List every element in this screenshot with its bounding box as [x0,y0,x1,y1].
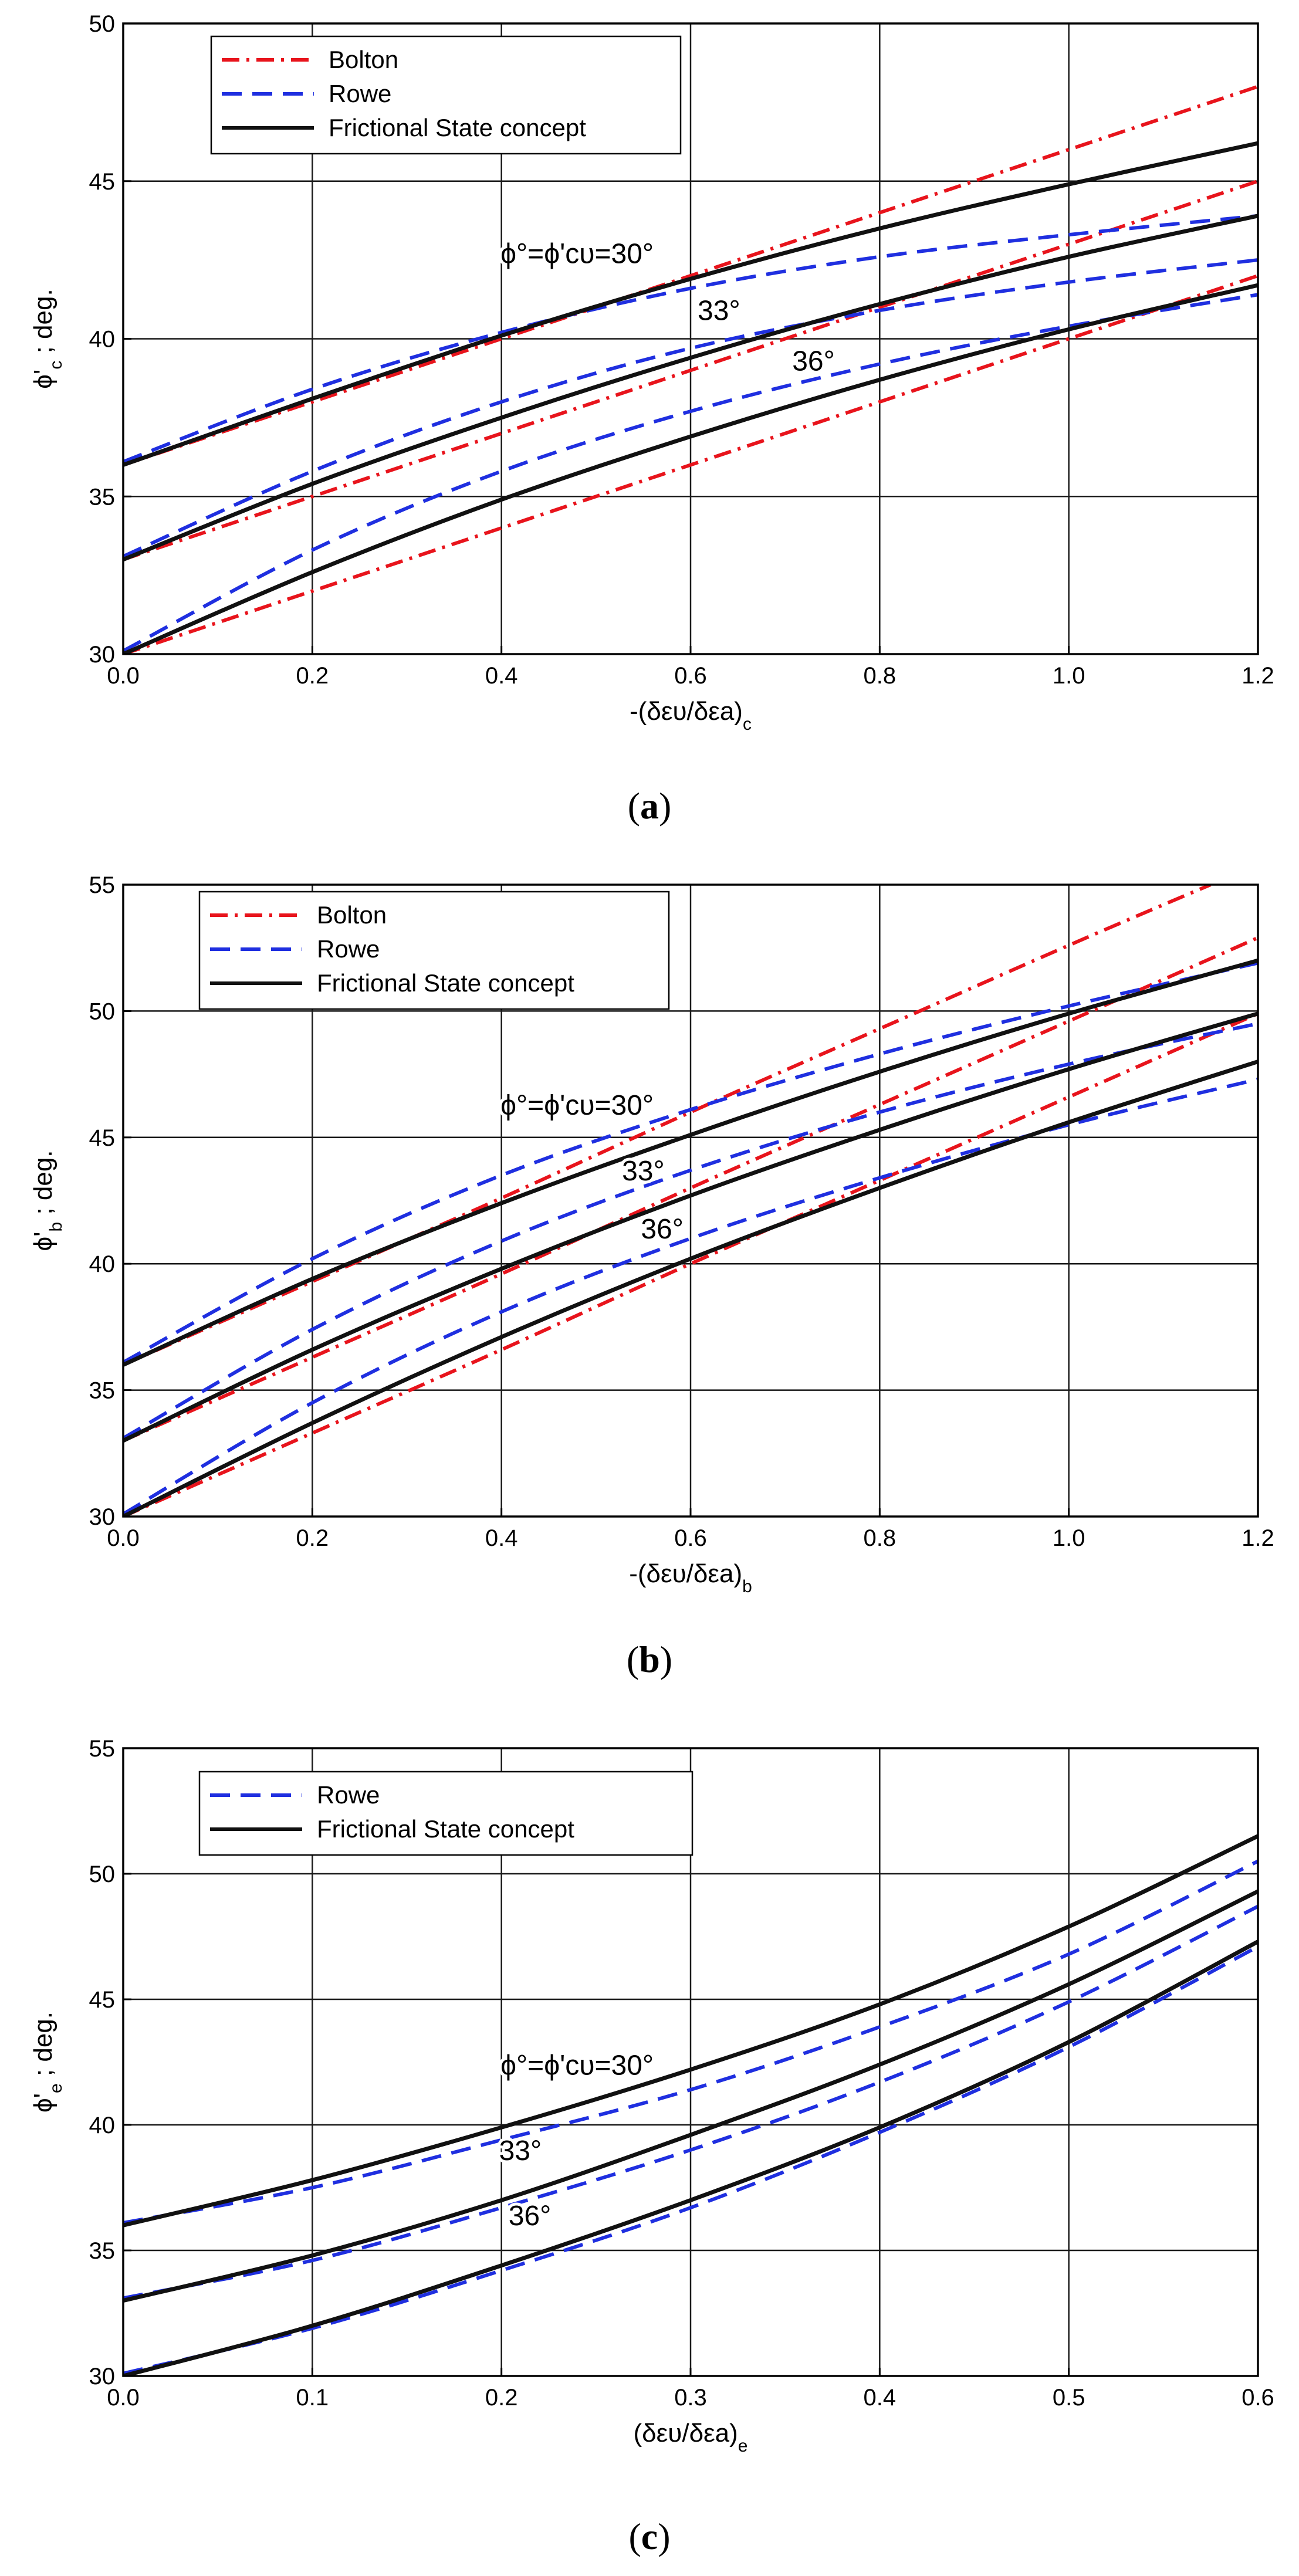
y-tick-label: 30 [89,2364,116,2389]
x-tick-label: 0.8 [864,1525,897,1551]
y-tick-label: 45 [89,1987,116,2013]
x-tick-label: 0.0 [107,663,140,689]
legend: Bolton Rowe Frictional State concept [198,891,670,1010]
x-tick-label: 0.4 [864,2385,897,2411]
curve-label-30deg: ϕ°=ϕ'cυ=30° [500,1090,654,1121]
x-tick-label: 0.1 [296,2385,329,2411]
series-line-frictional-state-concept-30deg [123,958,1258,1367]
series-line-rowe-36deg [123,1077,1258,1516]
series-line-frictional-state-concept-30deg [123,1834,1258,2228]
y-tick-label: 35 [89,1378,116,1404]
y-tick-label: 45 [89,1125,116,1151]
curve-label-33deg: 33° [499,2135,542,2167]
y-tick-label: 40 [89,1251,116,1277]
legend-label: Frictional State concept [317,969,574,997]
series-line-rowe-33deg [123,1021,1258,1440]
x-tick-label: 1.0 [1053,663,1085,689]
panel-caption: (c) [628,2516,670,2557]
y-tick-label: 40 [89,2113,116,2138]
series-line-frictional-state-concept-33deg [123,214,1258,562]
series-line-rowe-30deg [123,214,1258,463]
series-group [123,1834,1258,2376]
legend-label: Rowe [317,1781,380,1809]
x-tick-label: 0.4 [485,1525,518,1551]
chart-panel-b: 0.0 0.2 0.4 0.6 0.8 1.0 1.2 30 35 40 45 50 55 -(δευ/δ… [29,872,1274,1680]
series-group [123,885,1258,1517]
y-tick-label: 35 [89,2238,116,2264]
legend-label: Bolton [329,46,398,73]
y-tick-label: 50 [89,11,116,37]
curve-label-33deg: 33° [622,1156,665,1187]
chart-panel-c: 0.0 0.1 0.2 0.3 0.4 0.5 0.6 30 35 40 45 50 55 (δευ/δε… [29,1736,1274,2557]
legend-label: Frictional State concept [329,114,586,141]
series-line-rowe-33deg [123,258,1258,558]
legend: Rowe Frictional State concept [198,1771,694,1856]
legend-box [198,1771,694,1856]
x-tick-label: 0.5 [1053,2385,1085,2411]
x-tick-label: 1.0 [1053,1525,1085,1551]
series-line-rowe-36deg [123,1945,1258,2375]
y-tick-label: 55 [89,1736,116,1762]
x-axis-label: -(δευ/δεa)b [629,1559,752,1596]
panel-caption: (b) [627,1639,672,1680]
x-tick-label: 0.3 [674,2385,707,2411]
x-tick-label: 1.2 [1242,1525,1274,1551]
legend-label: Bolton [317,901,387,929]
curve-label-36deg: 36° [641,1214,684,1245]
x-axis-label: (δευ/δεa)e [634,2419,748,2456]
legend: Bolton Rowe Frictional State concept [210,35,682,155]
series-line-frictional-state-concept-30deg [123,141,1258,467]
curve-label-30deg: ϕ°=ϕ'cυ=30° [500,239,654,270]
y-tick-label: 50 [89,1861,116,1887]
y-tick-label: 55 [89,872,116,898]
x-axis-label: -(δευ/δεa)c [630,697,752,734]
y-axis-label: ϕ'b ; deg. [29,1150,66,1251]
y-tick-label: 35 [89,484,116,510]
y-axis-label: ϕ'c ; deg. [29,289,66,388]
series-line-bolton-30deg [123,84,1258,467]
series-group [123,84,1258,654]
series-line-rowe-30deg [123,961,1258,1364]
series-line-rowe-33deg [123,1904,1258,2300]
series-line-frictional-state-concept-33deg [123,1889,1258,2303]
y-tick-label: 30 [89,1504,116,1530]
series-line-rowe-36deg [123,293,1258,653]
legend-label: Rowe [329,80,391,107]
curve-label-36deg: 36° [792,346,835,377]
legend-label: Frictional State concept [317,1815,574,1843]
series-line-frictional-state-concept-36deg [123,1059,1258,1517]
x-tick-label: 0.8 [864,663,897,689]
series-line-bolton-36deg [123,274,1258,654]
panel-caption: (a) [628,785,672,827]
x-tick-label: 0.0 [107,2385,140,2411]
curve-label-33deg: 33° [698,295,740,326]
x-tick-label: 0.6 [674,1525,707,1551]
x-tick-label: 0.2 [296,663,329,689]
series-line-rowe-30deg [123,1859,1258,2225]
legend-label: Rowe [317,935,380,963]
y-tick-label: 50 [89,998,116,1024]
x-tick-label: 0.0 [107,1525,140,1551]
curve-label-36deg: 36° [509,2201,552,2232]
chart-panel-a: 0.0 0.2 0.4 0.6 0.8 1.0 1.2 30 35 40 45 50 -(δευ/δεa… [29,11,1274,827]
curve-label-30deg: ϕ°=ϕ'cυ=30° [500,2050,654,2081]
series-line-frictional-state-concept-36deg [123,283,1258,654]
series-line-frictional-state-concept-36deg [123,1939,1258,2376]
y-tick-label: 45 [89,169,116,195]
x-tick-label: 0.2 [485,2385,518,2411]
y-tick-label: 30 [89,642,116,668]
y-axis-label: ϕ'e ; deg. [29,2012,66,2113]
x-tick-label: 0.6 [1242,2385,1274,2411]
series-line-frictional-state-concept-33deg [123,1011,1258,1443]
x-tick-label: 0.4 [485,663,518,689]
series-line-bolton-33deg [123,179,1258,561]
y-tick-label: 40 [89,327,116,353]
x-tick-label: 1.2 [1242,663,1274,689]
x-tick-label: 0.6 [674,663,707,689]
x-tick-label: 0.2 [296,1525,329,1551]
